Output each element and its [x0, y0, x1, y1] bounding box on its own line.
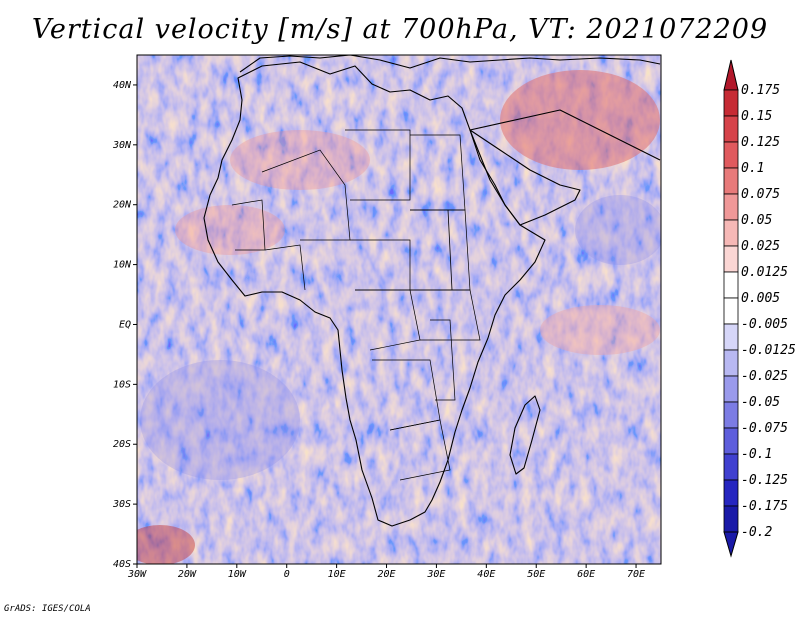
lat-tick-label: 20S — [113, 439, 131, 450]
blue-patch-south-atlantic — [140, 360, 300, 480]
colorbar-label: -0.025 — [741, 369, 788, 384]
colorbar-bottom-arrow — [723, 531, 739, 558]
red-patch-indian-ocean — [540, 305, 660, 355]
red-patch-southwest — [137, 525, 195, 564]
lon-tick-label: 50E — [527, 569, 545, 580]
coastlines — [203, 55, 661, 527]
lon-tick-label: 70E — [627, 569, 645, 580]
red-sea-gulf — [469, 109, 661, 161]
colorbar-label: -0.075 — [741, 421, 788, 436]
lat-tick-label: 30S — [112, 499, 131, 510]
colorbar-label: -0.1 — [741, 447, 772, 462]
longitude-axis: 30W 20W 10W 0 10E 20E 30E 40E 50E 60E 70E — [127, 564, 645, 580]
plot-frame — [136, 54, 662, 565]
lat-tick-label: 40S — [113, 559, 131, 570]
lon-tick-label: 30E — [426, 569, 445, 580]
europe-coastline — [239, 55, 661, 73]
colorbar-segment — [723, 297, 739, 325]
country-borders — [231, 129, 481, 481]
colorbar-label: -0.05 — [741, 395, 780, 410]
colorbar-segment — [723, 219, 739, 247]
colorbar-segment — [723, 245, 739, 273]
nile-river — [447, 209, 453, 291]
colorbar-segment — [723, 349, 739, 377]
latitude-axis: 40N 30N 20N 10N EQ 10S 20S 30S 40S — [112, 80, 137, 570]
colorbar-label: -0.2 — [741, 525, 772, 540]
colorbar-segment — [723, 193, 739, 221]
colorbar-segment — [723, 479, 739, 507]
lon-tick-label: 60E — [577, 569, 595, 580]
colorbar-segment — [723, 323, 739, 351]
colorbar-label: 0.15 — [741, 109, 772, 124]
velocity-field — [137, 55, 661, 564]
colorbar-top-arrow — [723, 59, 739, 91]
arabia-coastline — [469, 129, 581, 226]
lon-tick-label: 10W — [228, 569, 247, 580]
lat-tick-label: 40N — [113, 80, 132, 91]
colorbar-label: 0.125 — [741, 135, 780, 150]
colorbar-segment — [723, 141, 739, 169]
colorbar-segment — [723, 167, 739, 195]
red-patch-sahara — [230, 130, 370, 190]
colorbar-label: 0.075 — [741, 187, 780, 202]
lat-tick-label: 20N — [113, 200, 132, 211]
lon-tick-label: 20E — [377, 569, 395, 580]
lat-tick-label: 10S — [113, 379, 131, 390]
colorbar-segment — [723, 453, 739, 481]
colorbar-label: 0.1 — [741, 161, 764, 176]
colorbar-segment — [723, 375, 739, 403]
colorbar-segment — [723, 89, 739, 117]
colorbar-segment — [723, 115, 739, 143]
colorbar-label: 0.005 — [741, 291, 780, 306]
red-patch-west-africa — [175, 205, 285, 255]
lat-tick-label: EQ — [119, 319, 131, 330]
colorbar-label: 0.0125 — [741, 265, 788, 280]
colorbar-label: -0.005 — [741, 317, 788, 332]
lon-tick-label: 20W — [178, 569, 197, 580]
lon-tick-label: 0 — [284, 569, 290, 580]
africa-coastline — [203, 61, 546, 527]
colorbar-segment — [723, 271, 739, 299]
colorbar-label: 0.175 — [741, 83, 780, 98]
chart-title: Vertical velocity [m/s] at 700hPa, VT: 2… — [31, 14, 769, 45]
colorbar-segment — [723, 401, 739, 429]
lat-tick-label: 10N — [113, 260, 132, 271]
colorbar-label: -0.0125 — [741, 343, 796, 358]
blue-patch-arabian-sea — [575, 195, 661, 265]
lon-tick-label: 40E — [477, 569, 495, 580]
lon-tick-label: 30W — [127, 569, 147, 580]
colorbar-label: -0.175 — [741, 499, 788, 514]
colorbar-segment — [723, 427, 739, 455]
lat-tick-label: 30N — [112, 140, 132, 151]
colorbar: 0.175 0.15 0.125 0.1 0.075 0.05 0.025 0.0125 0.0… — [723, 59, 796, 558]
lon-tick-label: 10E — [328, 569, 346, 580]
colorbar-segment — [723, 505, 739, 533]
colorbar-label: 0.05 — [741, 213, 772, 228]
madagascar-coastline — [509, 395, 541, 475]
colorbar-label: 0.025 — [741, 239, 780, 254]
colorbar-label: -0.125 — [741, 473, 788, 488]
software-credit: GrADS: IGES/COLA — [4, 604, 91, 614]
